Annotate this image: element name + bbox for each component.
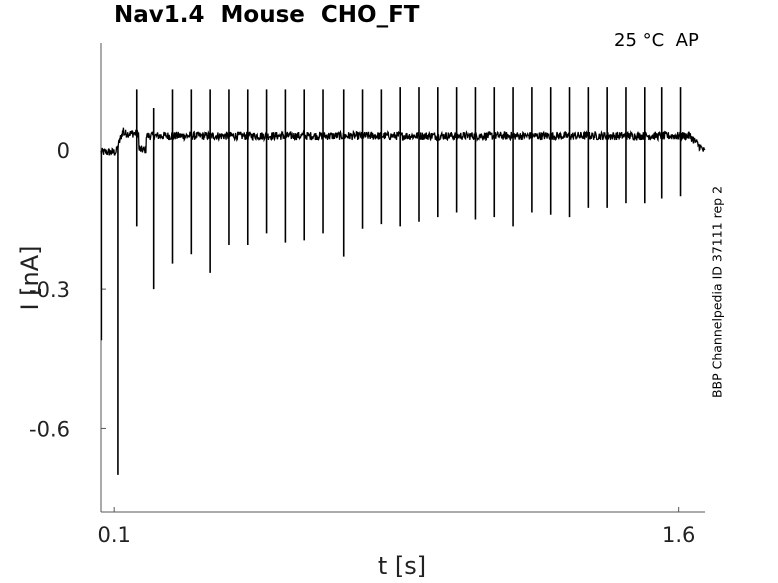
tick-group: 0.1 1.6 0 -0.3 -0.6 <box>29 139 695 547</box>
x-tick-label: 0.1 <box>97 523 130 547</box>
chart-title: Nav1.4 Mouse CHO_FT <box>114 2 420 28</box>
condition-label: 25 °C AP <box>614 30 699 51</box>
y-tick-label: -0.3 <box>29 278 70 302</box>
y-tick-label: -0.6 <box>29 417 70 441</box>
baseline-trace <box>100 127 706 156</box>
current-trace <box>100 87 706 475</box>
y-tick-label: 0 <box>57 139 70 163</box>
x-axis-label: t [s] <box>377 552 427 580</box>
x-tick-label: 1.6 <box>662 523 695 547</box>
